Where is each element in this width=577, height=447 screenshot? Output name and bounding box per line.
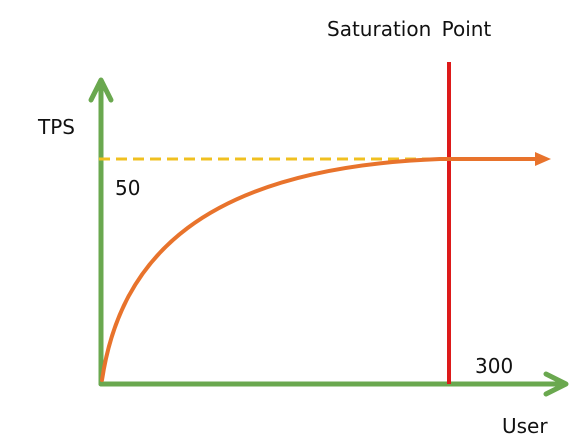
y-axis-label: TPS [37,115,75,139]
y-value-label: 50 [115,176,140,200]
tps-curve-arrowhead [535,152,551,166]
x-axis-label: User [502,414,548,438]
x-value-label: 300 [475,354,513,378]
y-axis-arrowhead [88,77,114,103]
tps-curve [100,157,538,382]
x-axis-arrowhead [543,371,569,397]
saturation-point-label: Saturation Point [327,17,491,41]
